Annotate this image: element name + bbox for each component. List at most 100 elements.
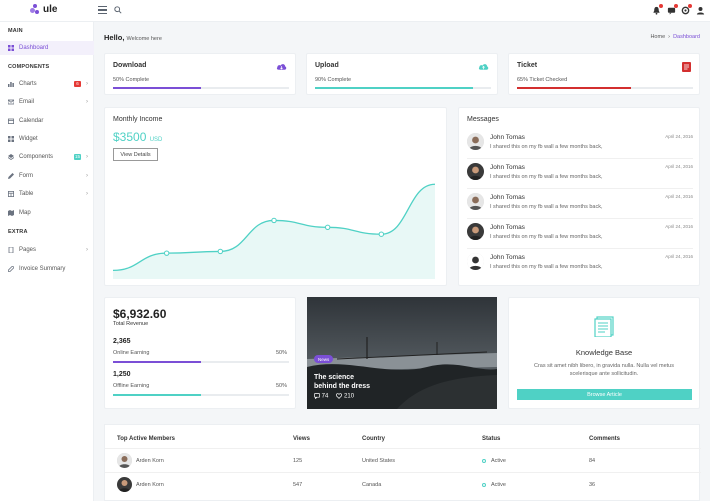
user-icon[interactable] [696, 6, 705, 15]
message-item[interactable]: John Tomas I shared this on my fb wall a… [467, 249, 693, 279]
offline-earning-label: Offline Earning [113, 383, 150, 389]
sidebar-item-label: Widget [19, 136, 38, 142]
kb-text-line: Cras sit amet nibh libero, in gravida nu… [533, 363, 674, 369]
message-text: I shared this on my fb wall a few months… [490, 174, 603, 180]
message-item[interactable]: John Tomas I shared this on my fb wall a… [467, 189, 693, 219]
browse-article-button[interactable]: Browse Article [517, 389, 692, 400]
welcome-text: Welcome here [126, 36, 162, 42]
kb-title: Knowledge Base [575, 348, 633, 357]
monthly-income-card: Monthly Income $3500 USD View Details [104, 107, 447, 286]
avatar [467, 223, 484, 240]
progress-track [315, 87, 491, 89]
calendar-icon [8, 118, 14, 124]
bell-icon[interactable] [652, 4, 663, 15]
avatar [117, 453, 132, 468]
comments-stat[interactable]: 74 [314, 393, 328, 400]
message-item[interactable]: John Tomas I shared this on my fb wall a… [467, 219, 693, 249]
message-date: April 24, 2016 [665, 254, 693, 259]
progress-track [113, 87, 289, 89]
progress-track [517, 87, 693, 89]
page-greeting: Hello, Welcome here [104, 33, 162, 42]
sidebar-item-label: Form [19, 173, 33, 179]
kb-description: Cras sit amet nibh libero, in gravida nu… [524, 362, 684, 378]
likes-stat[interactable]: 210 [336, 393, 354, 400]
breadcrumb-separator: › [666, 34, 672, 40]
chevron-right-icon: › [86, 173, 88, 179]
data-point[interactable] [271, 217, 277, 224]
sidebar-item-map[interactable]: Map [0, 206, 94, 220]
search-icon[interactable] [114, 6, 122, 14]
sidebar-item-calendar[interactable]: Calendar [0, 114, 94, 128]
message-text: I shared this on my fb wall a few months… [490, 264, 603, 270]
chart-icon [8, 82, 14, 87]
likes-count: 210 [344, 393, 355, 400]
member-name: Arden Korn [136, 482, 164, 488]
stat-subtitle: 65% Ticket Checked [517, 77, 568, 83]
table-row[interactable]: Arden Korn 547 Canada Active 36 [105, 472, 701, 496]
income-unit: USD [149, 137, 163, 143]
progress-track [113, 361, 289, 363]
member-status: Active [482, 458, 506, 464]
breadcrumb-home[interactable]: Home [650, 34, 666, 40]
column-header[interactable]: Country [362, 436, 385, 442]
comments-count: 74 [321, 393, 329, 400]
widget-icon [8, 136, 14, 142]
stat-title: Ticket [517, 62, 538, 69]
pages-icon [8, 247, 14, 253]
sidebar-item-label: Components [19, 154, 54, 160]
menu-toggle-icon[interactable] [98, 6, 107, 14]
column-header[interactable]: Views [293, 436, 310, 442]
online-earning-label: Online Earning [113, 350, 150, 356]
breadcrumb: Home › Dashboard [650, 34, 700, 40]
logo[interactable]: ule [30, 4, 57, 15]
download-progress-fill [113, 87, 201, 89]
chevron-right-icon: › [86, 247, 88, 253]
view-details-button[interactable]: View Details [113, 148, 158, 161]
news-title-line: behind the dress [314, 383, 371, 390]
message-item[interactable]: John Tomas I shared this on my fb wall a… [467, 159, 693, 189]
mail-icon [8, 99, 14, 105]
section-main: MAIN [8, 28, 23, 34]
column-header[interactable]: Status [482, 436, 501, 442]
ticket-icon [682, 62, 691, 72]
bridge-photo [307, 297, 497, 409]
message-sender: John Tomas [490, 194, 525, 201]
sidebar-item-components[interactable]: Components 15 › [0, 150, 94, 164]
ticket-card: Ticket 65% Ticket Checked [508, 53, 700, 95]
table-row[interactable]: Arden Korn 125 United States Active 84 [105, 448, 701, 472]
members-table: Top Active Members Views Country Status … [104, 424, 701, 501]
message-text: I shared this on my fb wall a few months… [490, 144, 603, 150]
sidebar-item-pages[interactable]: Pages › [0, 243, 94, 257]
sidebar-item-email[interactable]: Email › [0, 95, 94, 109]
message-date: April 24, 2016 [665, 194, 693, 199]
form-icon [8, 173, 14, 179]
income-title: Monthly Income [113, 116, 163, 123]
messages-card: Messages John Tomas I shared this on my … [458, 107, 700, 286]
logo-icon [30, 4, 39, 15]
sidebar-item-dashboard[interactable]: Dashboard [0, 41, 94, 55]
member-country: Canada [362, 482, 382, 488]
stat-subtitle: 90% Complete [315, 77, 352, 83]
settings-icon[interactable] [681, 4, 692, 15]
online-earning-percent: 50% [275, 350, 287, 356]
message-item[interactable]: John Tomas I shared this on my fb wall a… [467, 129, 693, 159]
data-point[interactable] [324, 224, 331, 231]
news-card[interactable]: News The science behind the dress 74 210 [307, 297, 497, 409]
news-tag[interactable]: News [314, 355, 334, 363]
data-point[interactable] [217, 248, 224, 255]
column-header[interactable]: Comments [589, 436, 621, 442]
member-comments: 36 [589, 482, 596, 488]
revenue-card: $6,932.60 Total Revenue 2,365 Online Ear… [104, 297, 296, 409]
sidebar-item-widget[interactable]: Widget [0, 132, 94, 146]
data-point[interactable] [378, 231, 385, 237]
chat-icon[interactable] [667, 4, 678, 15]
sidebar-item-invoice-summary[interactable]: Invoice Summary [0, 262, 94, 276]
data-point[interactable] [163, 250, 170, 256]
upload-card: Upload 90% Complete [306, 53, 498, 95]
column-header[interactable]: Top Active Members [117, 436, 176, 442]
sidebar-item-table[interactable]: Table › [0, 187, 94, 201]
sidebar-item-charts[interactable]: Charts 6 › [0, 77, 94, 91]
sidebar-item-form[interactable]: Form › [0, 169, 94, 183]
heart-icon [336, 393, 343, 399]
member-status: Active [482, 482, 506, 488]
